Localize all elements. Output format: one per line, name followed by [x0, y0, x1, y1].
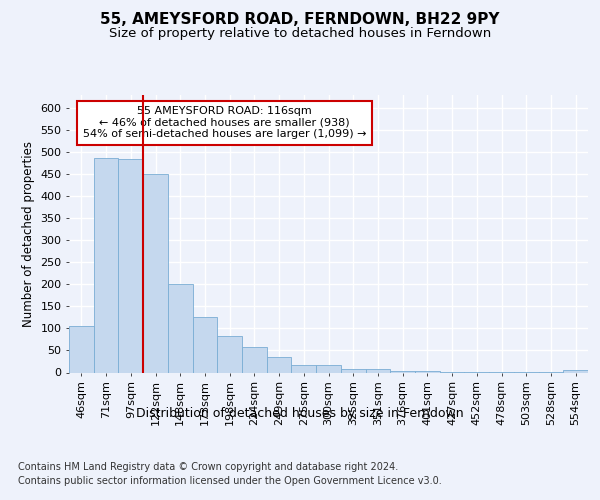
Bar	[267, 357, 292, 372]
Bar	[69, 326, 94, 372]
Bar	[118, 159, 143, 372]
Bar	[341, 370, 365, 372]
Bar	[193, 318, 217, 372]
Bar	[365, 370, 390, 372]
Bar	[316, 365, 341, 372]
Text: Contains public sector information licensed under the Open Government Licence v3: Contains public sector information licen…	[18, 476, 442, 486]
Bar	[94, 158, 118, 372]
Bar	[168, 284, 193, 372]
Bar	[563, 370, 588, 372]
Text: 55, AMEYSFORD ROAD, FERNDOWN, BH22 9PY: 55, AMEYSFORD ROAD, FERNDOWN, BH22 9PY	[100, 12, 500, 28]
Bar	[143, 174, 168, 372]
Bar	[415, 371, 440, 372]
Text: Distribution of detached houses by size in Ferndown: Distribution of detached houses by size …	[136, 408, 464, 420]
Bar	[217, 336, 242, 372]
Y-axis label: Number of detached properties: Number of detached properties	[22, 141, 35, 327]
Text: Size of property relative to detached houses in Ferndown: Size of property relative to detached ho…	[109, 28, 491, 40]
Text: Contains HM Land Registry data © Crown copyright and database right 2024.: Contains HM Land Registry data © Crown c…	[18, 462, 398, 472]
Bar	[242, 348, 267, 372]
Text: 55 AMEYSFORD ROAD: 116sqm
← 46% of detached houses are smaller (938)
54% of semi: 55 AMEYSFORD ROAD: 116sqm ← 46% of detac…	[83, 106, 367, 140]
Bar	[390, 371, 415, 372]
Bar	[292, 365, 316, 372]
